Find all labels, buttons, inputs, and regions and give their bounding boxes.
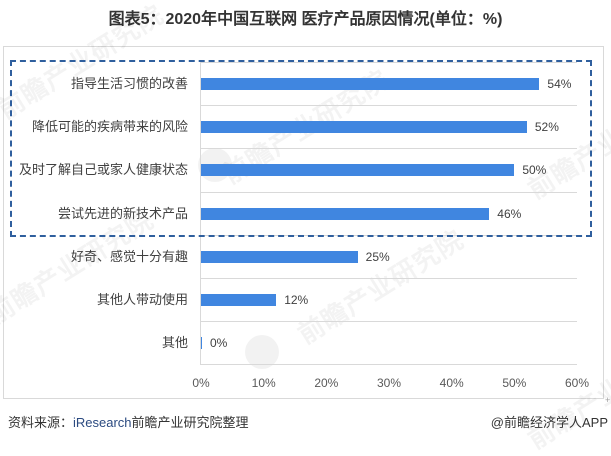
bar [201, 78, 540, 90]
value-label: 12% [284, 293, 309, 307]
bar [201, 294, 277, 306]
source-note: 资料来源：iResearch前瞻产业研究院整理 [8, 415, 249, 431]
value-label: 46% [497, 207, 522, 221]
gridline [200, 105, 577, 106]
chart-title: 图表5：2020年中国互联网 医疗产品原因情况(单位：%) [108, 11, 503, 28]
gridline [200, 192, 577, 193]
x-tick-label: 30% [376, 376, 402, 390]
chart-frame [3, 46, 604, 399]
source-suffix: 前瞻产业研究院整理 [131, 415, 249, 430]
bar [201, 164, 515, 176]
x-tick-label: 60% [564, 376, 590, 390]
value-label: 50% [522, 163, 547, 177]
y-axis-line [200, 62, 201, 365]
x-tick-label: 50% [502, 376, 527, 390]
bar [201, 121, 527, 133]
value-label: 0% [210, 336, 228, 350]
gridline [200, 235, 577, 236]
source-label: 资料来源： [8, 415, 74, 430]
watermark-logo-icon [245, 335, 279, 369]
gridline [200, 321, 577, 322]
gridline [200, 62, 577, 63]
value-label: 25% [365, 250, 390, 264]
source-org: iResearch [73, 415, 132, 430]
value-label: 54% [547, 77, 572, 91]
category-label: 其他 [161, 335, 188, 350]
value-label: 52% [534, 120, 559, 134]
x-tick-label: 0% [192, 376, 210, 390]
x-tick-label: 10% [251, 376, 276, 390]
category-label: 好奇、感觉十分有趣 [70, 249, 188, 264]
x-tick-label: 20% [314, 376, 339, 390]
bar [201, 208, 490, 220]
category-label: 尝试先进的新技术产品 [57, 206, 188, 221]
gridline [200, 364, 577, 365]
gridline [200, 148, 577, 149]
bar [201, 337, 202, 349]
credit-text: @前瞻经济学人APP [490, 415, 608, 430]
category-label: 降低可能的疾病带来的风险 [31, 119, 188, 134]
gridline [200, 278, 577, 279]
bar [201, 251, 358, 263]
x-tick-label: 40% [439, 376, 464, 390]
category-label: 及时了解自己或家人健康状态 [18, 162, 188, 177]
category-label: 其他人带动使用 [96, 292, 188, 307]
category-label: 指导生活习惯的改善 [70, 76, 188, 91]
resize-handle-icon: + [605, 395, 611, 405]
